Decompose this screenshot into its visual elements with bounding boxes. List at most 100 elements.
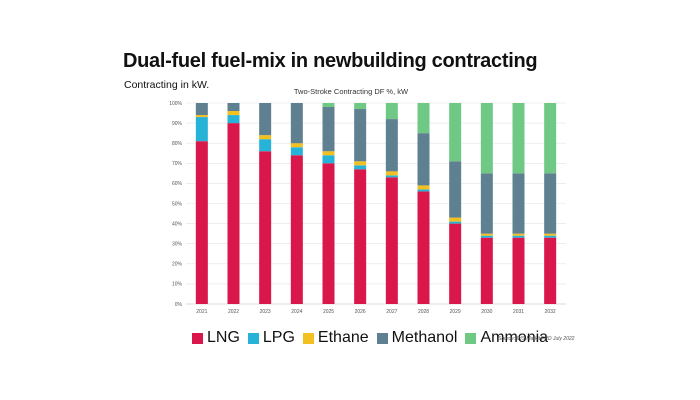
y-tick-label: 50% bbox=[172, 201, 183, 207]
bar-segment-lpg-2022 bbox=[227, 115, 240, 124]
bar-segment-methanol-2031 bbox=[512, 173, 525, 234]
bar-segment-ethane-2027 bbox=[385, 171, 398, 176]
bar-segment-lpg-2025 bbox=[322, 155, 335, 164]
legend-item-lng: LNG bbox=[192, 329, 240, 347]
bar-segment-lng-2025 bbox=[322, 163, 335, 304]
bar-segment-ammonia-2026 bbox=[354, 103, 367, 110]
x-tick-label: 2026 bbox=[355, 309, 366, 315]
legend-swatch bbox=[302, 332, 314, 344]
bar-segment-ethane-2024 bbox=[290, 143, 303, 148]
x-tick-label: 2028 bbox=[418, 309, 429, 315]
bar-segment-ammonia-2032 bbox=[544, 103, 557, 174]
bar-segment-ammonia-2025 bbox=[322, 103, 335, 108]
x-tick-label: 2023 bbox=[260, 309, 271, 315]
bar-segment-ethane-2032 bbox=[544, 233, 557, 236]
legend-swatch bbox=[247, 332, 259, 344]
bar-segment-lpg-2023 bbox=[259, 139, 272, 152]
bar-segment-lng-2027 bbox=[385, 177, 398, 304]
bar-segment-lpg-2028 bbox=[417, 189, 430, 192]
legend-swatch bbox=[192, 332, 203, 344]
bar-segment-ammonia-2030 bbox=[480, 103, 493, 174]
y-tick-label: 30% bbox=[172, 242, 183, 248]
legend-item-ethane: Ethane bbox=[302, 329, 369, 347]
y-tick-label: 100% bbox=[169, 101, 182, 107]
legend-swatch bbox=[376, 332, 388, 344]
bar-segment-ethane-2023 bbox=[259, 135, 272, 140]
y-tick-label: 40% bbox=[172, 221, 183, 227]
legend-label: Ammonia bbox=[480, 329, 549, 346]
bar-segment-lpg-2032 bbox=[544, 235, 557, 238]
legend-item-lpg: LPG bbox=[247, 329, 295, 347]
bar-segment-lpg-2027 bbox=[385, 175, 398, 178]
bar-segment-methanol-2023 bbox=[259, 103, 272, 136]
page-subtitle: Contracting in kW. bbox=[124, 79, 210, 91]
y-tick-label: 60% bbox=[172, 181, 183, 187]
y-tick-label: 70% bbox=[172, 161, 183, 167]
y-tick-label: 90% bbox=[172, 121, 183, 127]
bar-segment-ethane-2021 bbox=[195, 115, 208, 118]
bar-segment-lng-2024 bbox=[290, 155, 303, 304]
x-tick-label: 2024 bbox=[291, 309, 302, 315]
bar-segment-lng-2022 bbox=[227, 123, 240, 304]
x-tick-label: 2027 bbox=[386, 309, 397, 315]
legend-label: Methanol bbox=[391, 329, 458, 346]
bar-segment-ammonia-2027 bbox=[385, 103, 398, 120]
bar-segment-ethane-2029 bbox=[449, 217, 462, 222]
bar-segment-lng-2032 bbox=[544, 237, 557, 304]
bar-segment-ammonia-2031 bbox=[512, 103, 525, 174]
bar-segment-methanol-2026 bbox=[354, 109, 367, 162]
bar-segment-lng-2030 bbox=[480, 237, 493, 304]
x-tick-label: 2031 bbox=[513, 309, 524, 315]
bar-segment-ethane-2031 bbox=[512, 233, 525, 236]
bar-segment-methanol-2021 bbox=[195, 103, 208, 116]
legend-label: LNG bbox=[207, 329, 240, 346]
bar-segment-methanol-2024 bbox=[290, 103, 303, 144]
bar-segment-ethane-2025 bbox=[322, 151, 335, 156]
chart-title: Two-Stroke Contracting DF %, kW bbox=[293, 87, 409, 96]
legend-item-ammonia: Ammonia bbox=[465, 329, 548, 347]
source-note: Source: IHS Markit/FRD July 2022 bbox=[498, 336, 575, 342]
bar-segment-lng-2026 bbox=[354, 169, 367, 304]
bar-segment-lng-2028 bbox=[417, 191, 430, 304]
legend-swatch bbox=[465, 332, 477, 344]
bar-segment-lpg-2031 bbox=[512, 235, 525, 238]
bar-segment-lpg-2021 bbox=[195, 117, 208, 142]
bar-segment-ethane-2026 bbox=[354, 161, 367, 166]
chart-legend: LNG LPG Ethane Methanol Ammonia bbox=[192, 326, 556, 350]
page-title: Dual-fuel fuel-mix in newbuilding contra… bbox=[123, 50, 538, 72]
bar-segment-lng-2023 bbox=[259, 151, 272, 304]
bar-segment-methanol-2028 bbox=[417, 133, 430, 186]
y-tick-label: 0% bbox=[175, 302, 183, 308]
bar-segment-ethane-2030 bbox=[480, 233, 493, 236]
legend-label: LPG bbox=[262, 329, 295, 346]
bar-segment-ethane-2022 bbox=[227, 111, 240, 116]
x-tick-label: 2032 bbox=[545, 309, 556, 315]
bar-segment-ammonia-2029 bbox=[449, 103, 462, 162]
x-tick-label: 2025 bbox=[323, 309, 334, 315]
bar-segment-methanol-2025 bbox=[322, 107, 335, 152]
bar-segment-lpg-2024 bbox=[290, 147, 303, 156]
x-tick-label: 2030 bbox=[481, 309, 492, 315]
bar-segment-lng-2029 bbox=[449, 223, 462, 304]
x-tick-label: 2022 bbox=[228, 309, 239, 315]
y-tick-label: 20% bbox=[172, 262, 183, 268]
bar-segment-ethane-2028 bbox=[417, 185, 430, 190]
x-tick-label: 2021 bbox=[196, 309, 207, 315]
bar-segment-lpg-2029 bbox=[449, 221, 462, 224]
bar-segment-lng-2031 bbox=[512, 237, 525, 304]
bar-segment-lng-2021 bbox=[195, 141, 208, 304]
bar-segment-methanol-2022 bbox=[227, 103, 240, 112]
bar-segment-ammonia-2028 bbox=[417, 103, 430, 134]
y-tick-label: 80% bbox=[172, 141, 183, 147]
y-tick-label: 10% bbox=[172, 282, 183, 288]
x-tick-label: 2029 bbox=[450, 309, 461, 315]
bar-segment-methanol-2027 bbox=[385, 119, 398, 172]
legend-item-methanol: Methanol bbox=[376, 329, 458, 347]
bar-segment-lpg-2026 bbox=[354, 165, 367, 170]
legend-label: Ethane bbox=[317, 329, 369, 346]
bar-segment-lpg-2030 bbox=[480, 235, 493, 238]
bar-segment-methanol-2030 bbox=[480, 173, 493, 234]
bar-segment-methanol-2032 bbox=[544, 173, 557, 234]
bar-segment-methanol-2029 bbox=[449, 161, 462, 218]
